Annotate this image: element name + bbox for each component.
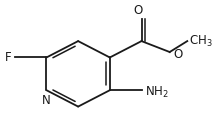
Text: N: N [42, 94, 51, 107]
Text: F: F [5, 51, 11, 64]
Text: O: O [134, 4, 143, 17]
Text: CH$_3$: CH$_3$ [189, 34, 213, 49]
Text: NH$_2$: NH$_2$ [145, 85, 169, 101]
Text: O: O [173, 48, 182, 61]
